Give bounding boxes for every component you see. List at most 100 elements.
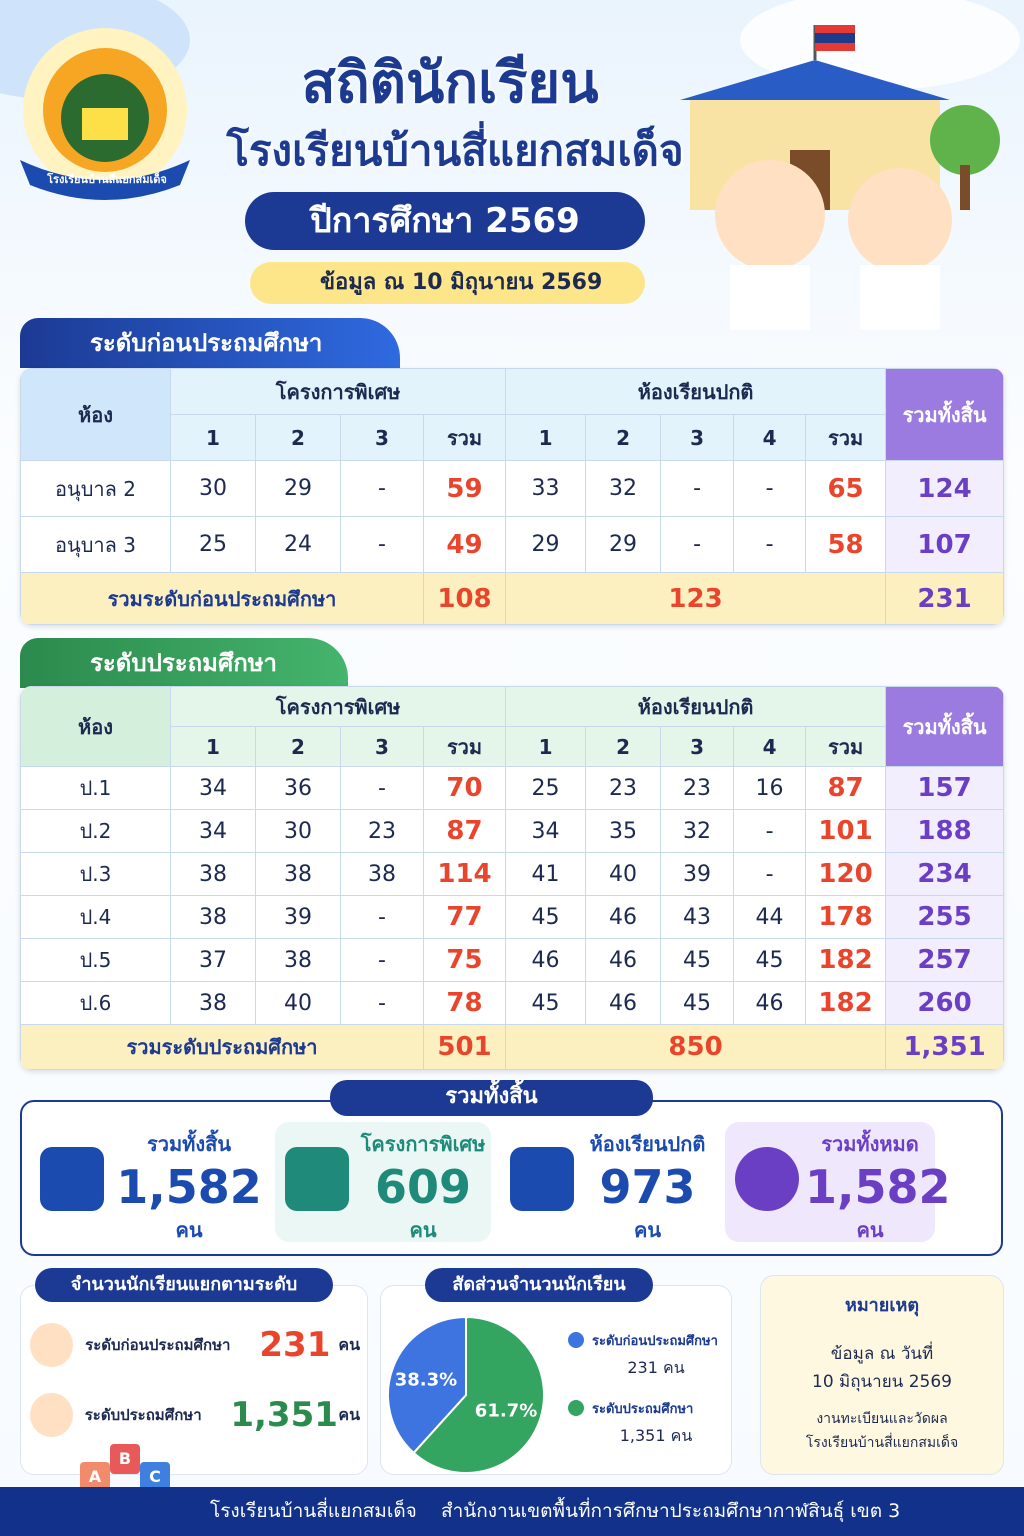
footer-bar: โรงเรียนบ้านสี่แยกสมเด็จ สำนักงานเขตพื้น… [0,1487,1024,1536]
count-cell: 23 [660,766,735,810]
count-cell: 46 [505,938,587,982]
count-cell: 38 [340,852,424,896]
card-value: 1,582 [805,1160,951,1214]
count-cell: 45 [660,981,735,1025]
count-cell: 37 [170,938,256,982]
sum-cell: 120 [805,852,887,896]
summary-card: รวมทั้งสิ้น 1,582 คน [30,1122,268,1242]
total-cell: 188 [885,809,1005,853]
logo-text: โรงเรียนบ้านสี่แยกสมเด็จ [47,173,167,186]
note-panel [760,1275,1004,1475]
room-header: ห้อง [20,686,171,767]
count-cell: 29 [255,460,341,517]
note-line: 10 มิถุนายน 2569 [812,1372,952,1392]
card-unit: คน [175,1218,203,1242]
count-cell: 45 [505,981,587,1025]
column-header: 3 [660,726,735,767]
summary-card: ห้องเรียนปกติ 973 คน [500,1122,715,1242]
pie-label: 61.7% [475,1400,537,1421]
count-cell: 38 [170,895,256,939]
count-cell: 32 [660,809,735,853]
card-value: 973 [599,1160,696,1214]
column-header: 2 [585,726,662,767]
sum-cell: 70 [422,766,507,810]
card-value: 1,582 [116,1160,262,1214]
note-title: หมายเหตุ [844,1295,920,1316]
count-cell: 45 [660,938,735,982]
count-cell: - [340,516,424,573]
total-cell: 124 [885,460,1005,517]
levels-title: จำนวนนักเรียนแยกตามระดับ [35,1268,333,1302]
count-cell: 36 [255,766,341,810]
legend-swatch [568,1332,584,1348]
total-cell: 257 [885,938,1005,982]
count-cell: 38 [170,852,256,896]
level-unit: คน [338,1404,360,1424]
count-cell: - [340,981,424,1025]
count-cell: - [733,809,807,853]
column-header: 1 [505,726,587,767]
total-cell: 260 [885,981,1005,1025]
sum-cell: 75 [422,938,507,982]
total-header: รวมทั้งสิ้น [885,368,1005,461]
section-tab: ระดับก่อนประถมศึกษา [20,318,400,368]
header-row: 1 2 3 รวม 1 2 3 4 รวม [20,414,1004,461]
count-cell: - [340,938,424,982]
date-pill: ข้อมูล ณ 10 มิถุนายน 2569 [250,262,645,304]
footer-label: รวมระดับประถมศึกษา [20,1024,424,1070]
room-name: ป.5 [20,938,171,982]
column-header: 3 [340,726,424,767]
student-icon [30,1323,74,1367]
column-header: 1 [505,414,587,461]
note-line: โรงเรียนบ้านสี่แยกสมเด็จ [805,1435,959,1451]
count-cell: - [733,460,807,517]
footer-sum: 108 [422,572,507,625]
count-cell: 32 [585,460,662,517]
level-row: ระดับก่อนประถมศึกษา 231 คน [30,1315,360,1375]
count-cell: - [340,895,424,939]
count-cell: 30 [170,460,256,517]
footer-label: รวมระดับก่อนประถมศึกษา [20,572,424,625]
note-line: งานทะเบียนและวัดผล [816,1411,948,1427]
card-icon [510,1147,574,1211]
count-cell: 39 [660,852,735,896]
sum-cell: 49 [422,516,507,573]
column-header: 4 [733,414,807,461]
data-row: ป.1 34 36-70 25 23 23 16 87 157 [20,766,1005,810]
column-header: 4 [733,726,807,767]
column-header: 2 [585,414,662,461]
level-unit: คน [338,1334,360,1354]
group-header: ห้องเรียนปกติ [505,686,887,727]
footer-sum: 850 [505,1024,887,1070]
sum-cell: 87 [805,766,887,810]
section-tab: ระดับประถมศึกษา [20,638,348,688]
card-label: โครงการพิเศษ [360,1132,486,1156]
data-row: ป.4 38 39-77 45 46 43 44 178 255 [20,895,1005,939]
column-header: รวม [805,726,887,767]
count-cell: 38 [255,852,341,896]
sum-cell: 87 [422,809,507,853]
card-icon [285,1147,349,1211]
count-cell: 34 [170,809,256,853]
card-icon [735,1147,799,1211]
data-row: ป.6 38 40-78 45 46 45 46 182 260 [20,981,1005,1025]
count-cell: - [733,516,807,573]
footer-row: รวมระดับก่อนประถมศึกษา 108 123 231 [20,572,1005,625]
level-label: ระดับประถมศึกษา [84,1406,202,1424]
count-cell: 23 [585,766,662,810]
room-name: ป.4 [20,895,171,939]
footer-school: โรงเรียนบ้านสี่แยกสมเด็จ [210,1500,417,1522]
levels-panel [20,1285,368,1475]
header-row: ห้อง โครงการพิเศษ ห้องเรียนปกติ รวมทั้งสิ้น [20,368,1005,461]
column-header: รวม [422,414,507,461]
count-cell: 29 [585,516,662,573]
column-header: 3 [340,414,424,461]
room-name: ป.1 [20,766,171,810]
room-name: อนุบาล 2 [20,460,171,517]
count-cell: 25 [505,766,587,810]
level-value: 1,351 [230,1395,338,1435]
legend-count: 231 คน [627,1358,684,1377]
sum-cell: 58 [805,516,887,573]
count-cell: 46 [585,895,662,939]
sum-cell: 182 [805,938,887,982]
